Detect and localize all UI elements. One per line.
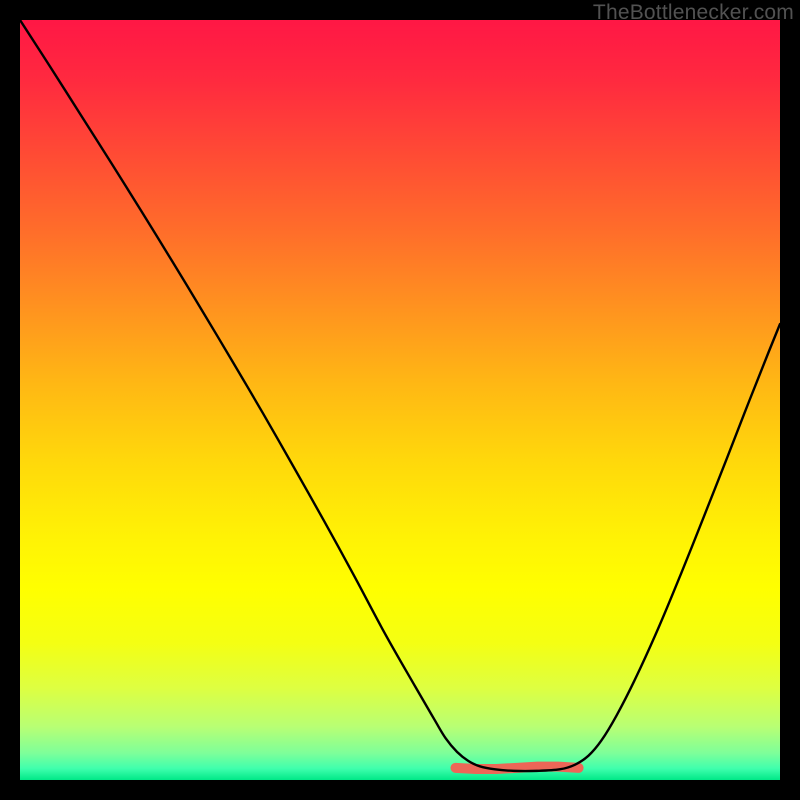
watermark-text: TheBottlenecker.com: [593, 1, 794, 25]
plot-area: [20, 20, 780, 780]
bottleneck-chart: [20, 20, 780, 780]
gradient-background: [20, 20, 780, 780]
chart-frame: TheBottlenecker.com: [0, 0, 800, 800]
